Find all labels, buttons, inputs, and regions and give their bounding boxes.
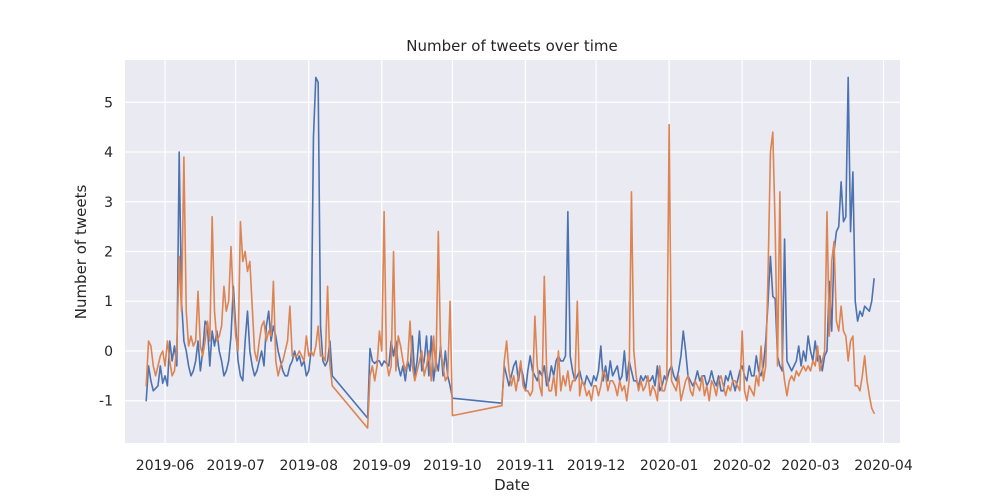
x-tick-label: 2020-04 (854, 458, 913, 474)
y-axis-label: Number of tweets (72, 185, 90, 320)
y-tick-label: -1 (99, 394, 113, 410)
x-tick-label: 2020-01 (640, 458, 699, 474)
y-tick-label: 2 (104, 245, 113, 261)
chart-title: Number of tweets over time (406, 37, 617, 55)
gridlines (125, 60, 900, 443)
y-tick-label: 0 (104, 344, 113, 360)
x-tick-label: 2019-07 (206, 458, 265, 474)
y-axis-ticks: -1 0 1 2 3 4 5 (99, 95, 113, 409)
series-line-2 (145, 123, 875, 429)
x-tick-label: 2019-09 (353, 458, 412, 474)
y-tick-label: 4 (104, 145, 113, 161)
x-tick-label: 2019-12 (567, 458, 626, 474)
series-layer (145, 76, 875, 429)
x-tick-label: 2019-06 (136, 458, 195, 474)
x-axis-label: Date (494, 476, 530, 494)
x-tick-label: 2019-11 (496, 458, 555, 474)
x-tick-label: 2019-10 (423, 458, 482, 474)
x-tick-label: 2019-08 (279, 458, 338, 474)
y-tick-label: 1 (104, 294, 113, 310)
y-tick-label: 5 (104, 95, 113, 111)
x-tick-label: 2020-03 (781, 458, 840, 474)
x-axis-ticks: 2019-06 2019-07 2019-08 2019-09 2019-10 2019-… (136, 458, 913, 474)
y-tick-label: 3 (104, 195, 113, 211)
x-tick-label: 2020-02 (713, 458, 772, 474)
